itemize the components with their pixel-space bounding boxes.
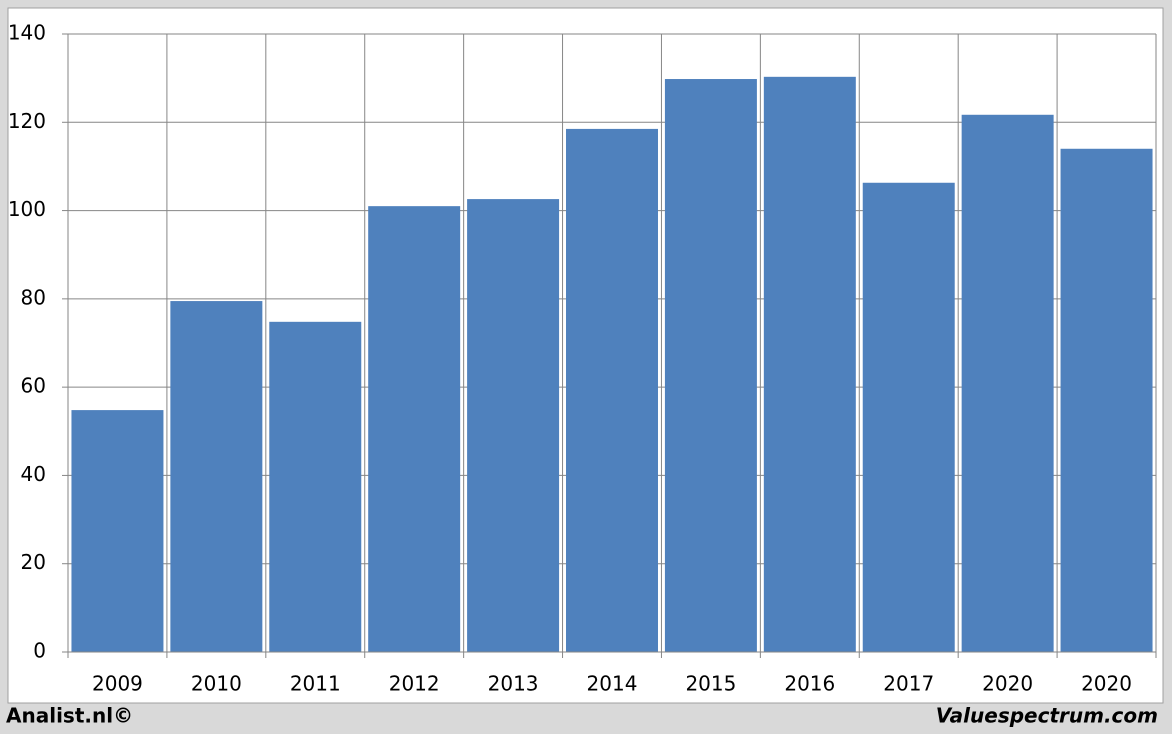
y-tick-label: 100 [8, 197, 46, 221]
x-tick-label: 2014 [587, 672, 638, 696]
y-tick-label: 140 [8, 21, 46, 45]
bar [467, 199, 560, 652]
bar [961, 114, 1054, 652]
x-tick-label: 2013 [488, 672, 539, 696]
x-tick-label: 2010 [191, 672, 242, 696]
bar [170, 301, 263, 652]
bar [763, 76, 856, 652]
x-tick-label: 2020 [1081, 672, 1132, 696]
bar [664, 79, 757, 653]
bar [269, 321, 362, 652]
y-tick-label: 80 [21, 285, 46, 309]
y-tick-label: 20 [21, 550, 46, 574]
x-tick-label: 2009 [92, 672, 143, 696]
bar [862, 182, 955, 653]
footer-right: Valuespectrum.com [936, 704, 1158, 728]
bar [368, 206, 461, 652]
x-tick-label: 2017 [883, 672, 934, 696]
x-tick-label: 2012 [389, 672, 440, 696]
x-tick-label: 2011 [290, 672, 341, 696]
x-tick-label: 2016 [784, 672, 835, 696]
y-tick-label: 40 [21, 462, 46, 486]
bar [566, 128, 658, 652]
x-tick-label: 2015 [685, 672, 736, 696]
y-tick-label: 0 [33, 639, 46, 663]
y-tick-label: 120 [8, 109, 46, 133]
x-tick-label: 2020 [982, 672, 1033, 696]
footer-left: Analist.nl© [6, 704, 133, 728]
y-tick-label: 60 [21, 374, 46, 398]
bar [1060, 148, 1153, 652]
bar [71, 410, 164, 652]
